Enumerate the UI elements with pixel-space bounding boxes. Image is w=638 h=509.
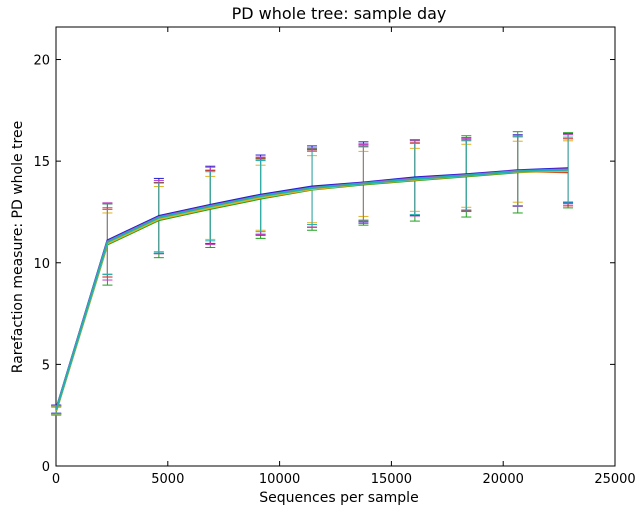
x-tick-label: 20000 — [483, 472, 524, 487]
x-tick-label: 5000 — [151, 472, 184, 487]
x-tick-label: 15000 — [371, 472, 412, 487]
x-tick-label: 0 — [52, 472, 60, 487]
chart-title: PD whole tree: sample day — [232, 4, 447, 23]
y-axis-label: Rarefaction measure: PD whole tree — [10, 121, 26, 373]
x-tick-label: 25000 — [594, 472, 635, 487]
y-tick-label: 5 — [42, 358, 50, 373]
x-tick-label: 10000 — [259, 472, 300, 487]
y-tick-label: 20 — [33, 54, 50, 69]
y-tick-label: 15 — [33, 155, 50, 170]
y-tick-label: 0 — [42, 460, 50, 475]
series-line-6 — [55, 168, 569, 411]
plot-frame — [55, 26, 616, 467]
plot-area: 0 5000 10000 15000 20000 25000 0 5 10 15 20 — [33, 26, 636, 487]
y-tick-label: 10 — [33, 257, 50, 272]
x-axis-label: Sequences per sample — [259, 490, 418, 506]
